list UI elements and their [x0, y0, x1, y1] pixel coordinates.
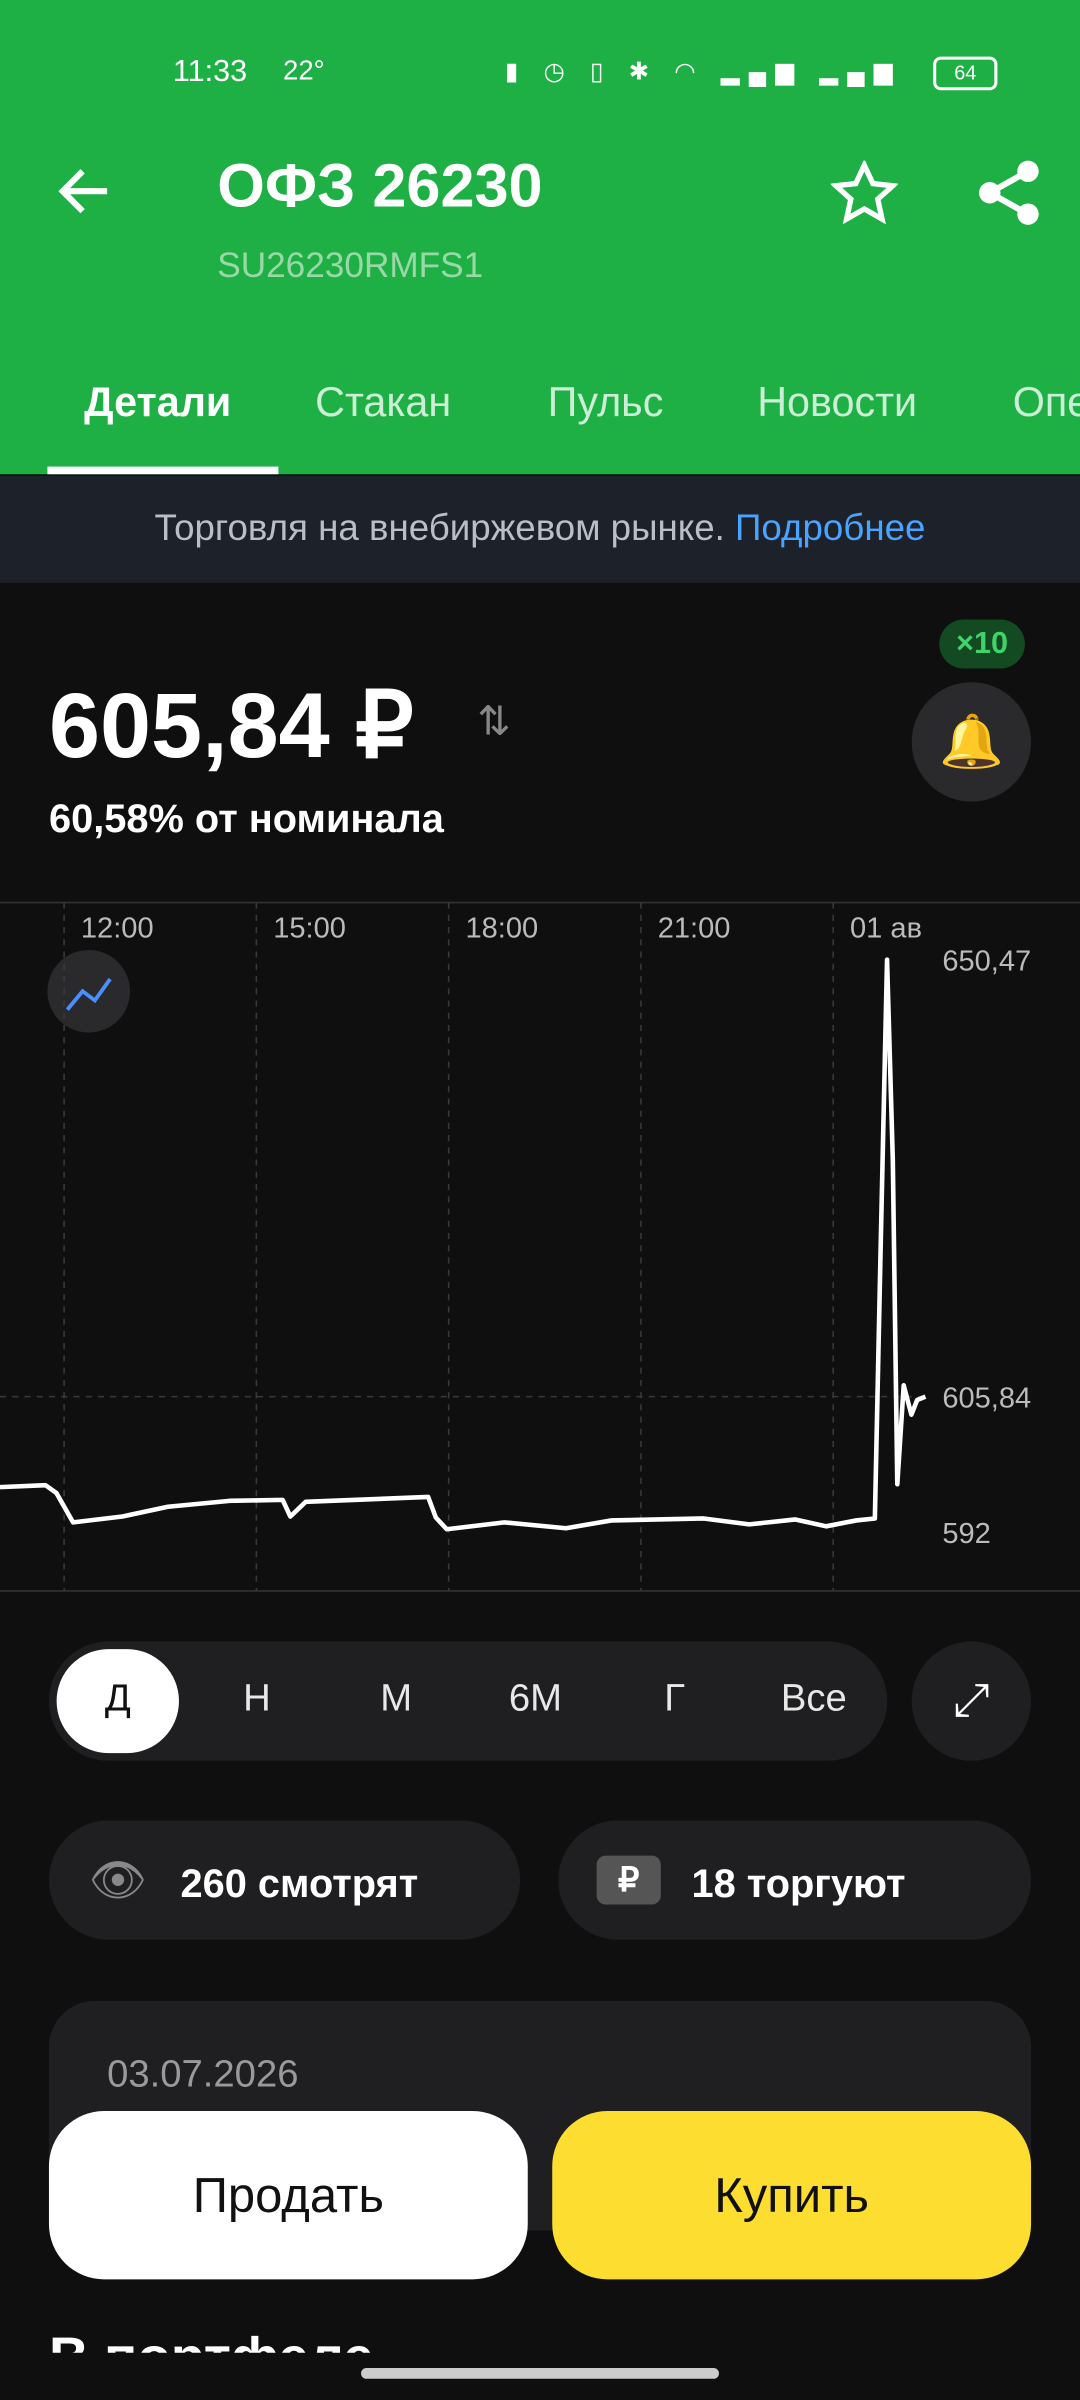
badge: ×10 [939, 619, 1025, 669]
title: ОФЗ 26230 [217, 152, 543, 221]
time: 11:33 [172, 55, 248, 89]
period[interactable]: Все [780, 1676, 847, 1720]
period[interactable]: Н [243, 1676, 271, 1720]
period[interactable]: Д [104, 1676, 131, 1720]
period[interactable]: 6М [508, 1676, 562, 1720]
watchers: 260 смотрят [180, 1860, 419, 1907]
fullscreen-button[interactable]: ⤢ [911, 1641, 1032, 1761]
home-indicator [361, 2368, 719, 2379]
period-bar [48, 1641, 888, 1761]
period-selected [56, 1649, 179, 1754]
watchers-pill [48, 1820, 521, 1940]
swap-icon[interactable]: ⇅ [477, 697, 511, 744]
x-tick-label: 18:00 [465, 913, 538, 945]
tab[interactable]: Детали [84, 379, 232, 426]
back-button[interactable] [55, 161, 116, 222]
banner: Торговля на внебиржевом рынке. Подробнее [0, 475, 1080, 583]
indicator-button[interactable] [47, 949, 131, 1033]
eye-icon: 👁 [88, 1855, 147, 1907]
tab[interactable]: Новости [757, 379, 918, 426]
buy-button[interactable]: Купить [552, 2111, 1032, 2280]
y-tick-label: 592 [942, 1518, 990, 1550]
nominal: 60,58% от номинала [48, 795, 444, 842]
period[interactable]: Г [664, 1676, 685, 1720]
traders: 18 торгуют [691, 1860, 906, 1907]
share-button[interactable] [976, 159, 1043, 226]
banner-link[interactable]: Подробнее [735, 507, 926, 550]
header-bg [0, 0, 1080, 475]
period[interactable]: М [380, 1676, 413, 1720]
x-tick-label: 15:00 [273, 913, 346, 945]
section-title: В портфеле [49, 2325, 374, 2353]
ruble-icon: ₽ [596, 1855, 661, 1905]
x-tick-label: 01 ав [850, 913, 922, 945]
subtitle: SU26230RMFS1 [217, 244, 484, 285]
indicator-icon [65, 977, 112, 1011]
x-tick-label: 21:00 [658, 913, 731, 945]
tab[interactable]: Пульс [547, 379, 664, 426]
tab[interactable]: Опе [1012, 379, 1080, 426]
tab-indicator [47, 466, 279, 475]
battery: 64 [933, 56, 998, 91]
temperature: 22° [283, 55, 325, 86]
status-icons: ▮ ◷ ▯ ✱ ◠ ▂▄▆ ▂▄▆ [504, 59, 902, 86]
sell-button[interactable]: Продать [48, 2111, 528, 2280]
y-tick-label: 605,84 [942, 1382, 1031, 1414]
favorite-button[interactable] [830, 160, 898, 228]
price-line [0, 957, 927, 1532]
banner-text: Торговля на внебиржевом рынке. [154, 507, 725, 550]
alert-button[interactable]: 🔔 [911, 682, 1032, 802]
tab[interactable]: Стакан [315, 379, 452, 426]
price: 605,84 ₽ [48, 674, 414, 778]
card-date: 03.07.2026 [107, 2052, 299, 2096]
y-tick-label: 650,47 [942, 945, 1031, 977]
x-tick-label: 12:00 [81, 913, 154, 945]
